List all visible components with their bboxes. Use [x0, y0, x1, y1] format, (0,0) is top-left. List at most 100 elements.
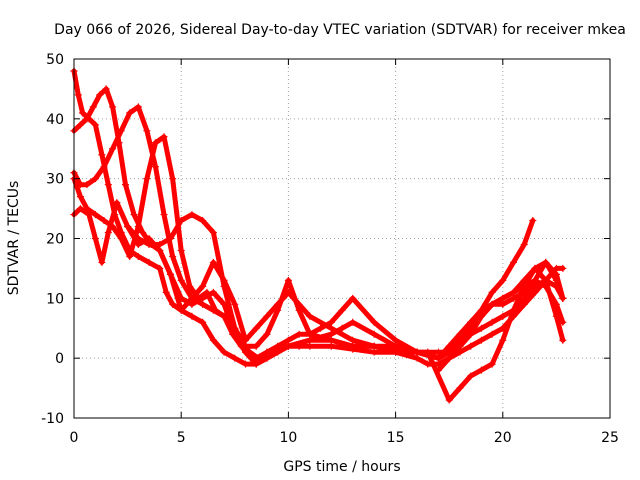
data-point	[467, 342, 475, 350]
data-point	[246, 348, 254, 356]
y-tick-label: 50	[46, 52, 64, 68]
data-point	[91, 211, 99, 219]
data-point	[220, 282, 228, 290]
data-point	[220, 312, 228, 320]
data-point	[76, 193, 84, 201]
data-point	[306, 336, 314, 344]
data-point	[104, 181, 112, 189]
data-point	[85, 211, 93, 219]
data-point	[252, 324, 260, 332]
data-point	[520, 240, 528, 248]
data-point	[194, 294, 202, 302]
data-point	[76, 121, 84, 129]
data-point	[134, 252, 142, 260]
x-tick-label: 10	[279, 430, 297, 446]
data-point	[229, 330, 237, 338]
data-point	[177, 217, 185, 225]
data-point	[510, 306, 518, 314]
series-track-7	[434, 217, 537, 374]
data-point	[130, 211, 138, 219]
data-point	[242, 342, 250, 350]
data-point	[488, 288, 496, 296]
data-point	[370, 348, 378, 356]
x-tick-label: 0	[70, 430, 79, 446]
data-point	[203, 288, 211, 296]
data-point	[295, 330, 303, 338]
data-point	[209, 336, 217, 344]
data-point	[349, 318, 357, 326]
data-point	[177, 306, 185, 314]
data-point	[188, 294, 196, 302]
data-point	[126, 109, 134, 117]
data-point	[370, 318, 378, 326]
data-point	[520, 282, 528, 290]
data-point	[220, 348, 228, 356]
data-point	[169, 300, 177, 308]
data-point	[199, 300, 207, 308]
data-point	[349, 294, 357, 302]
data-point	[160, 133, 168, 141]
data-point	[109, 145, 117, 153]
data-point	[263, 330, 271, 338]
data-point	[467, 372, 475, 380]
data-point	[499, 336, 507, 344]
data-point	[499, 300, 507, 308]
data-point	[91, 235, 99, 242]
data-point	[520, 294, 528, 302]
series-track-4	[70, 133, 567, 362]
data-point	[327, 324, 335, 332]
data-point	[242, 360, 250, 368]
data-point	[531, 282, 539, 290]
data-series	[70, 67, 567, 404]
data-point	[209, 258, 217, 266]
y-tick-label: 20	[46, 232, 64, 248]
data-point	[499, 276, 507, 284]
data-point	[199, 282, 207, 290]
data-point	[126, 252, 134, 260]
data-point	[467, 324, 475, 332]
data-point	[327, 342, 335, 350]
data-point	[143, 175, 151, 183]
data-point	[306, 330, 314, 338]
x-tick-label: 15	[387, 430, 405, 446]
data-point	[231, 300, 239, 308]
data-point	[477, 336, 485, 344]
axis-ticks: 0 5 10 15 20 25 -10 0 10 20 30 40 50	[41, 52, 619, 446]
data-point	[434, 366, 442, 374]
data-point	[169, 252, 177, 260]
y-tick-label: 0	[55, 351, 64, 367]
data-point	[349, 342, 357, 350]
data-point	[306, 312, 314, 320]
data-point	[212, 306, 220, 314]
data-point	[338, 306, 346, 314]
data-point	[156, 246, 164, 254]
data-point	[488, 318, 496, 326]
data-point	[177, 276, 185, 284]
data-point	[156, 264, 164, 272]
data-point	[109, 103, 117, 111]
data-point	[327, 336, 335, 344]
data-point	[284, 336, 292, 344]
data-point	[117, 127, 125, 135]
data-point	[274, 306, 282, 314]
data-point	[134, 235, 142, 242]
data-point	[151, 139, 159, 147]
data-point	[91, 175, 99, 183]
data-point	[424, 348, 432, 356]
data-point	[252, 342, 260, 350]
data-point	[499, 312, 507, 320]
data-point	[284, 342, 292, 350]
x-tick-label: 20	[494, 430, 512, 446]
x-tick-label: 5	[177, 430, 186, 446]
data-point	[263, 348, 271, 356]
data-point	[252, 360, 260, 368]
data-point	[156, 240, 164, 248]
data-point	[510, 294, 518, 302]
data-point	[254, 354, 262, 362]
data-point	[499, 294, 507, 302]
data-point	[477, 366, 485, 374]
data-point	[100, 217, 108, 225]
data-point	[188, 312, 196, 320]
data-point	[98, 151, 106, 159]
data-point	[413, 348, 421, 356]
